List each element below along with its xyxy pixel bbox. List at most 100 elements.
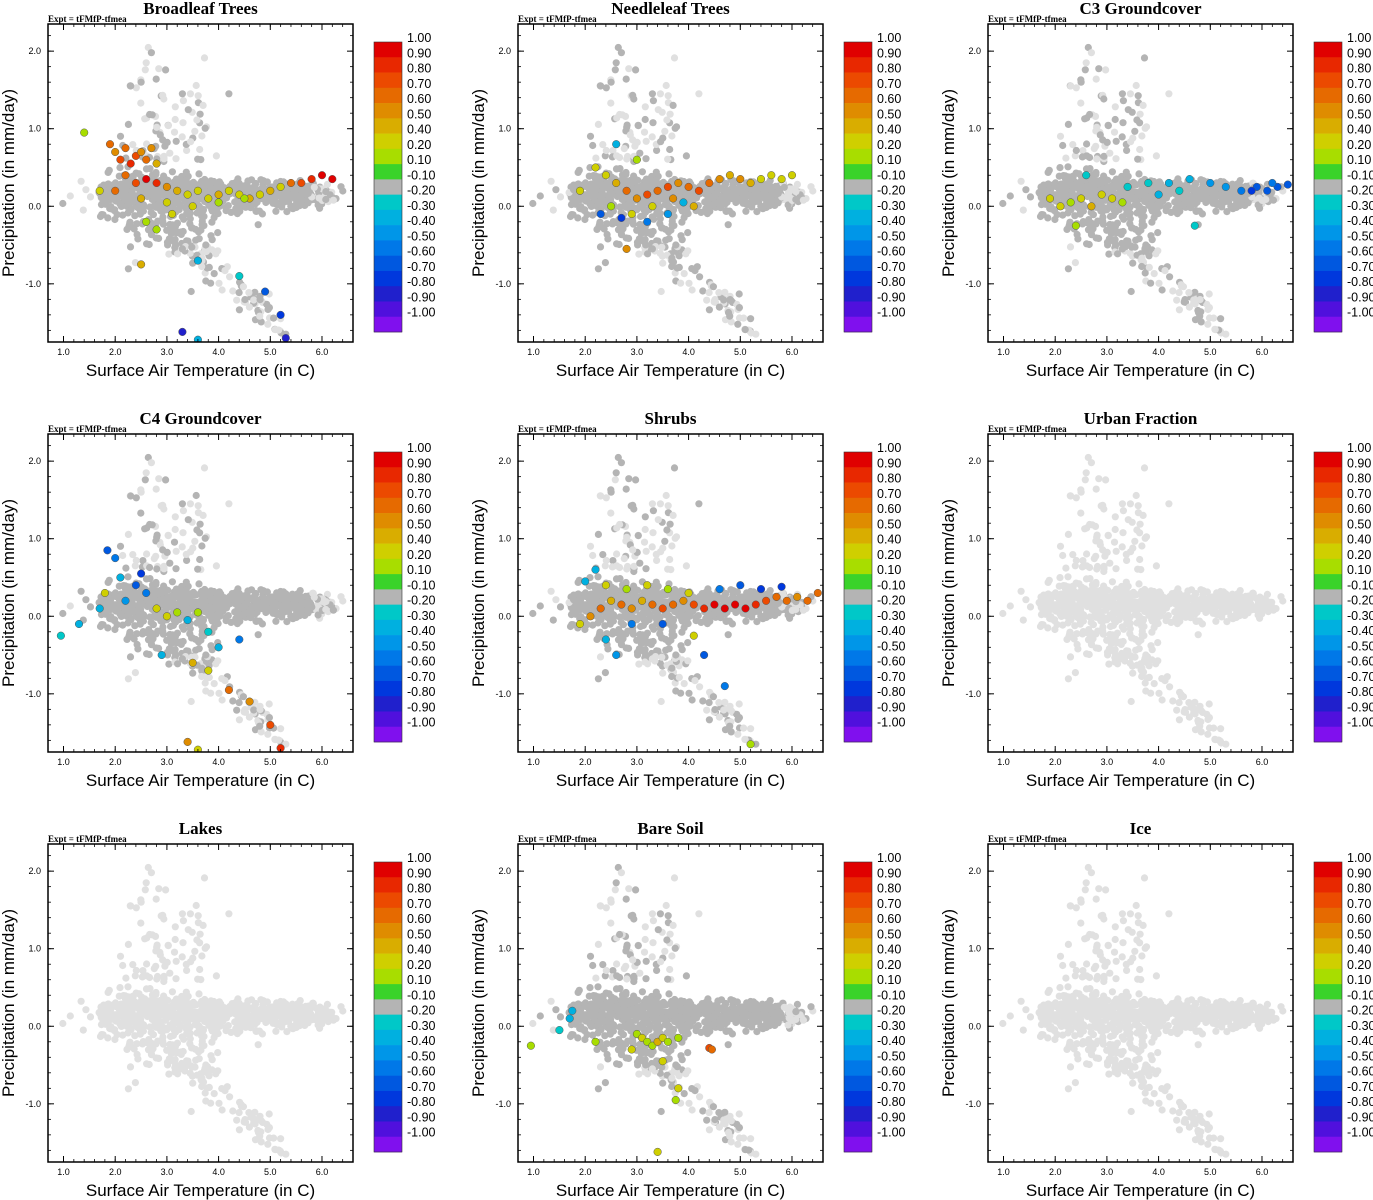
data-point: [689, 202, 698, 211]
background-point: [131, 669, 139, 677]
data-point: [663, 209, 672, 219]
background-point: [622, 75, 630, 83]
background-point: [124, 573, 132, 581]
background-point: [217, 590, 225, 598]
background-point: [283, 602, 291, 611]
background-point: [1111, 115, 1119, 124]
colorbar-cell: [844, 118, 872, 134]
background-point: [666, 145, 674, 154]
background-point: [159, 136, 167, 144]
background-point: [257, 318, 265, 326]
background-point: [250, 593, 258, 601]
background-point: [214, 210, 222, 218]
background-point: [601, 669, 610, 677]
background-point: [1124, 106, 1132, 114]
background-point: [1079, 147, 1087, 155]
background-point: [1185, 303, 1193, 311]
background-point: [1066, 243, 1075, 251]
background-point: [625, 65, 633, 73]
data-point: [1144, 178, 1153, 188]
background-point: [799, 196, 808, 204]
background-point: [294, 195, 302, 203]
background-point: [143, 550, 151, 558]
colorbar-cell: [374, 301, 402, 318]
background-point: [529, 609, 537, 618]
background-point: [251, 603, 259, 611]
background-point: [156, 191, 164, 199]
background-point: [225, 500, 233, 508]
data-point: [111, 147, 120, 157]
background-point: [116, 542, 125, 550]
colorbar-label: 0.50: [1347, 107, 1371, 121]
background-point: [59, 609, 67, 618]
background-point: [187, 138, 195, 146]
x-tick-label: 5.0: [264, 757, 277, 767]
background-point: [1086, 110, 1094, 119]
background-point: [624, 217, 632, 225]
background-point: [124, 608, 132, 616]
background-point: [139, 557, 147, 565]
background-point: [1127, 287, 1135, 296]
background-point: [241, 296, 249, 304]
background-point: [703, 296, 711, 304]
data-point: [276, 310, 285, 319]
background-point: [1076, 184, 1084, 192]
background-point: [1135, 228, 1143, 236]
background-point: [157, 617, 165, 625]
data-point: [601, 171, 610, 180]
background-point: [740, 314, 748, 322]
colorbar-cell: [374, 665, 402, 682]
background-point: [66, 192, 74, 200]
data-point: [1097, 190, 1106, 199]
background-point: [609, 147, 617, 155]
background-point: [129, 141, 137, 149]
background-point: [168, 631, 177, 639]
points-layer: [999, 43, 1292, 338]
background-point: [529, 199, 537, 208]
background-point: [1084, 43, 1092, 52]
background-point: [574, 214, 582, 222]
background-point: [1196, 312, 1204, 320]
background-point: [647, 230, 655, 238]
background-point: [201, 606, 209, 614]
background-point: [1119, 97, 1127, 105]
background-point: [142, 59, 150, 67]
background-point: [255, 207, 264, 215]
background-point: [185, 592, 193, 600]
background-point: [590, 193, 598, 201]
data-point: [105, 140, 115, 149]
data-point: [162, 182, 171, 191]
background-point: [747, 315, 755, 323]
background-point: [171, 513, 179, 521]
background-point: [167, 599, 175, 607]
x-tick-label: 1.0: [57, 347, 70, 357]
background-point: [191, 127, 199, 135]
data-point: [188, 202, 197, 211]
x-tick-label: 4.0: [682, 347, 695, 357]
background-point: [620, 145, 628, 153]
background-point: [607, 78, 615, 86]
background-point: [96, 212, 105, 221]
data-point: [596, 209, 605, 219]
data-point: [756, 175, 766, 184]
colorbar-cell: [844, 42, 872, 58]
x-tick-label: 3.0: [161, 347, 174, 357]
y-tick-label: -1.0: [965, 279, 981, 289]
x-axis-label: Surface Air Temperature (in C): [1026, 361, 1255, 380]
x-tick-label: 5.0: [734, 347, 747, 357]
background-point: [1129, 259, 1137, 267]
background-point: [210, 177, 218, 186]
colorbar-label: -0.10: [407, 168, 436, 182]
background-point: [1205, 304, 1213, 312]
background-point: [1234, 195, 1242, 203]
y-tick-label: -1.0: [25, 279, 41, 289]
background-point: [199, 101, 207, 109]
background-point: [665, 228, 673, 236]
background-point: [586, 164, 594, 172]
background-point: [573, 193, 581, 201]
colorbar-cell: [374, 209, 402, 226]
data-point: [56, 631, 65, 640]
background-point: [684, 639, 692, 647]
colorbar-label: 0.80: [407, 62, 431, 76]
data-point: [1123, 182, 1132, 191]
